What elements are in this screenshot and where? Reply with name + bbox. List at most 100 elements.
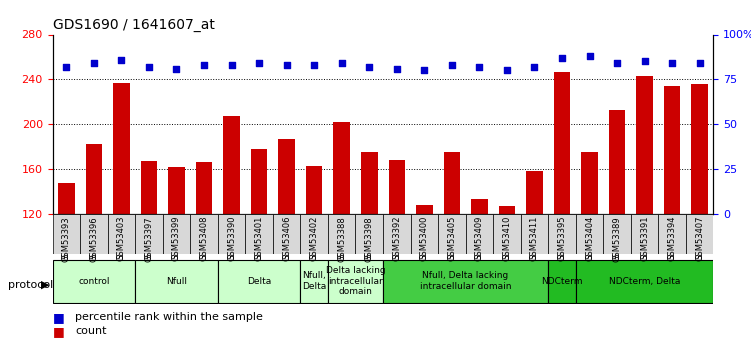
Text: GSM53402: GSM53402 bbox=[309, 216, 318, 261]
Text: GSM53395: GSM53395 bbox=[557, 216, 566, 265]
Text: GSM53390: GSM53390 bbox=[227, 216, 236, 262]
Text: GSM53400: GSM53400 bbox=[420, 216, 429, 261]
FancyBboxPatch shape bbox=[246, 214, 273, 254]
Point bbox=[446, 62, 458, 68]
Text: GSM53398: GSM53398 bbox=[365, 216, 374, 265]
Text: NDCterm, Delta: NDCterm, Delta bbox=[609, 277, 680, 286]
Text: GSM53410: GSM53410 bbox=[502, 216, 511, 265]
Text: GSM53394: GSM53394 bbox=[668, 216, 677, 262]
Text: GSM53411: GSM53411 bbox=[530, 216, 539, 261]
Bar bbox=[306, 166, 322, 214]
FancyBboxPatch shape bbox=[273, 214, 300, 254]
FancyBboxPatch shape bbox=[686, 214, 713, 254]
Point bbox=[336, 60, 348, 66]
FancyBboxPatch shape bbox=[328, 260, 383, 303]
Text: GSM53406: GSM53406 bbox=[282, 216, 291, 262]
Bar bbox=[361, 152, 378, 214]
Text: GSM53407: GSM53407 bbox=[695, 216, 704, 265]
Text: GSM53409: GSM53409 bbox=[475, 216, 484, 261]
Text: GSM53402: GSM53402 bbox=[309, 216, 318, 265]
Text: GSM53404: GSM53404 bbox=[585, 216, 594, 265]
Text: ■: ■ bbox=[53, 311, 65, 324]
Text: GSM53390: GSM53390 bbox=[227, 216, 236, 265]
Text: GSM53392: GSM53392 bbox=[392, 216, 401, 262]
Text: GSM53395: GSM53395 bbox=[557, 216, 566, 262]
Text: GSM53393: GSM53393 bbox=[62, 216, 71, 262]
Point bbox=[391, 66, 403, 71]
Text: GSM53408: GSM53408 bbox=[200, 216, 209, 262]
Bar bbox=[636, 76, 653, 214]
Point bbox=[694, 60, 706, 66]
FancyBboxPatch shape bbox=[53, 214, 80, 254]
Bar bbox=[196, 162, 213, 214]
Text: GSM53396: GSM53396 bbox=[89, 216, 98, 265]
Text: GSM53391: GSM53391 bbox=[640, 216, 649, 265]
FancyBboxPatch shape bbox=[135, 260, 218, 303]
FancyBboxPatch shape bbox=[411, 214, 438, 254]
Text: GSM53401: GSM53401 bbox=[255, 216, 264, 265]
Text: GSM53404: GSM53404 bbox=[585, 216, 594, 261]
Point bbox=[143, 64, 155, 70]
Text: GSM53397: GSM53397 bbox=[144, 216, 153, 262]
Bar bbox=[553, 71, 570, 214]
Point bbox=[638, 59, 650, 64]
Point bbox=[666, 60, 678, 66]
Point bbox=[584, 53, 596, 59]
Text: Nfull,
Delta: Nfull, Delta bbox=[302, 272, 326, 291]
FancyBboxPatch shape bbox=[548, 214, 576, 254]
Bar bbox=[279, 139, 295, 214]
FancyBboxPatch shape bbox=[548, 260, 576, 303]
FancyBboxPatch shape bbox=[53, 260, 135, 303]
Point bbox=[363, 64, 376, 70]
Point bbox=[611, 60, 623, 66]
Text: GSM53391: GSM53391 bbox=[640, 216, 649, 262]
Point bbox=[308, 62, 320, 68]
Bar bbox=[526, 171, 543, 214]
Bar bbox=[581, 152, 598, 214]
Text: NDCterm: NDCterm bbox=[541, 277, 583, 286]
Text: protocol: protocol bbox=[8, 280, 53, 289]
FancyBboxPatch shape bbox=[300, 214, 328, 254]
Text: control: control bbox=[78, 277, 110, 286]
Text: count: count bbox=[75, 326, 107, 336]
Point bbox=[529, 64, 541, 70]
FancyBboxPatch shape bbox=[218, 214, 246, 254]
Bar bbox=[416, 205, 433, 214]
Text: ▶: ▶ bbox=[41, 280, 50, 289]
Point bbox=[170, 66, 182, 71]
Text: GSM53388: GSM53388 bbox=[337, 216, 346, 262]
FancyBboxPatch shape bbox=[659, 214, 686, 254]
Point bbox=[473, 64, 485, 70]
Text: GSM53410: GSM53410 bbox=[502, 216, 511, 261]
Point bbox=[198, 62, 210, 68]
Point bbox=[253, 60, 265, 66]
Text: GSM53399: GSM53399 bbox=[172, 216, 181, 262]
Text: GSM53411: GSM53411 bbox=[530, 216, 539, 265]
Text: percentile rank within the sample: percentile rank within the sample bbox=[75, 313, 263, 322]
FancyBboxPatch shape bbox=[383, 214, 411, 254]
Bar bbox=[113, 83, 130, 214]
Text: Nfull, Delta lacking
intracellular domain: Nfull, Delta lacking intracellular domai… bbox=[420, 272, 511, 291]
FancyBboxPatch shape bbox=[328, 214, 355, 254]
Bar bbox=[664, 86, 680, 214]
Text: GSM53405: GSM53405 bbox=[448, 216, 457, 265]
Bar bbox=[471, 199, 487, 214]
FancyBboxPatch shape bbox=[190, 214, 218, 254]
Text: Nfull: Nfull bbox=[166, 277, 187, 286]
Text: ■: ■ bbox=[53, 325, 65, 338]
Bar bbox=[168, 167, 185, 214]
FancyBboxPatch shape bbox=[603, 214, 631, 254]
Text: Delta lacking
intracellular
domain: Delta lacking intracellular domain bbox=[326, 266, 385, 296]
Point bbox=[116, 57, 128, 62]
Text: GSM53396: GSM53396 bbox=[89, 216, 98, 262]
Text: GSM53401: GSM53401 bbox=[255, 216, 264, 261]
Text: GSM53406: GSM53406 bbox=[282, 216, 291, 265]
FancyBboxPatch shape bbox=[576, 214, 603, 254]
Text: GSM53389: GSM53389 bbox=[613, 216, 622, 265]
Text: GSM53397: GSM53397 bbox=[144, 216, 153, 265]
Bar bbox=[333, 122, 350, 214]
FancyBboxPatch shape bbox=[355, 214, 383, 254]
FancyBboxPatch shape bbox=[135, 214, 163, 254]
Text: GSM53407: GSM53407 bbox=[695, 216, 704, 262]
Point bbox=[556, 55, 568, 61]
